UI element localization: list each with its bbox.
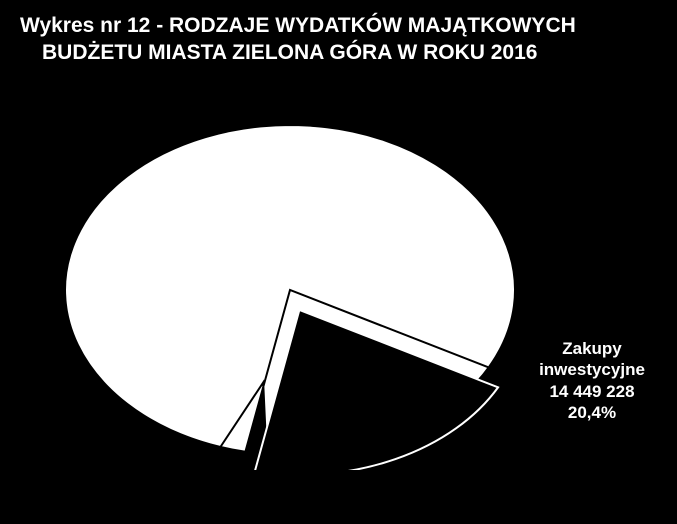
chart-title: Wykres nr 12 - RODZAJE WYDATKÓW MAJĄTKOW…	[0, 0, 677, 67]
label-line: 14 449 228	[522, 381, 662, 402]
label-line: inwestycyjne	[522, 359, 662, 380]
title-line-2: BUDŻETU MIASTA ZIELONA GÓRA W ROKU 2016	[20, 39, 657, 66]
label-line: 20,4%	[522, 402, 662, 423]
slice-label-zakupy: Zakupy inwestycyjne 14 449 228 20,4%	[522, 338, 662, 423]
title-line-1: Wykres nr 12 - RODZAJE WYDATKÓW MAJĄTKOW…	[20, 12, 657, 39]
label-line: Zakupy	[522, 338, 662, 359]
pie-chart	[60, 120, 520, 470]
